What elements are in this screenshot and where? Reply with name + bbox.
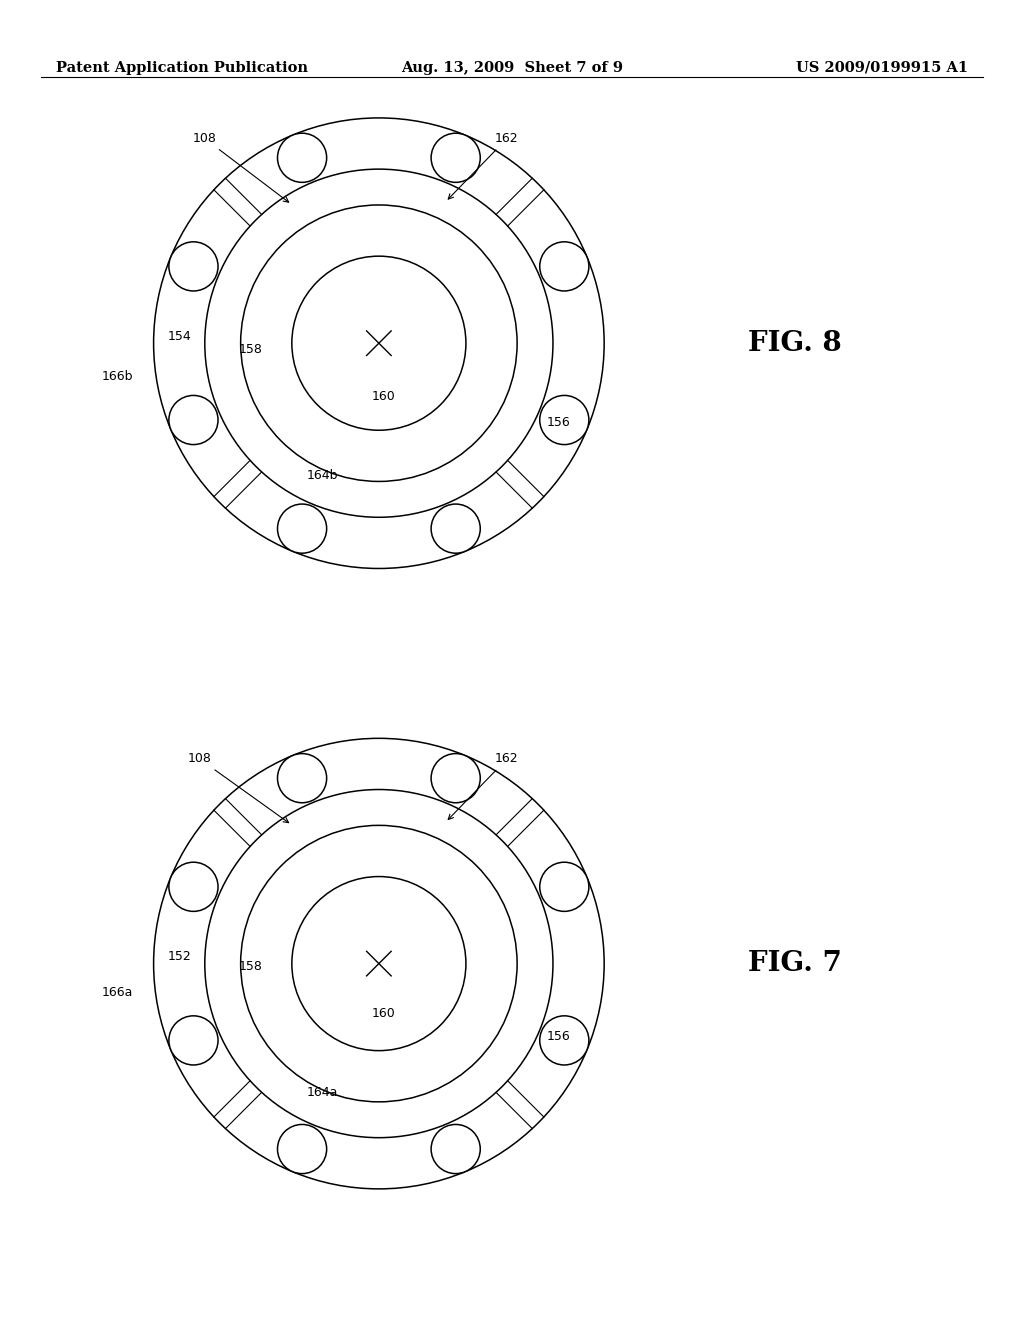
Text: 160: 160 xyxy=(372,389,396,403)
Text: 152: 152 xyxy=(167,950,191,964)
Ellipse shape xyxy=(431,1125,480,1173)
Text: 108: 108 xyxy=(193,132,289,202)
Text: 166b: 166b xyxy=(102,370,133,383)
Text: Patent Application Publication: Patent Application Publication xyxy=(56,61,308,75)
Ellipse shape xyxy=(540,396,589,445)
Text: US 2009/0199915 A1: US 2009/0199915 A1 xyxy=(796,61,968,75)
Ellipse shape xyxy=(540,1016,589,1065)
Text: 162: 162 xyxy=(449,752,519,820)
Ellipse shape xyxy=(169,1016,218,1065)
Ellipse shape xyxy=(278,504,327,553)
Text: FIG. 8: FIG. 8 xyxy=(748,330,842,356)
Ellipse shape xyxy=(540,862,589,911)
Ellipse shape xyxy=(278,754,327,803)
Text: 164a: 164a xyxy=(307,1086,338,1100)
Ellipse shape xyxy=(278,1125,327,1173)
Ellipse shape xyxy=(169,242,218,290)
Ellipse shape xyxy=(431,754,480,803)
Text: FIG. 7: FIG. 7 xyxy=(748,950,842,977)
Text: 154: 154 xyxy=(167,330,191,343)
Text: 166a: 166a xyxy=(102,986,133,999)
Text: 158: 158 xyxy=(239,960,263,973)
Text: 156: 156 xyxy=(546,1030,570,1043)
Text: 164b: 164b xyxy=(307,469,338,482)
Text: 160: 160 xyxy=(372,1007,396,1020)
Text: 156: 156 xyxy=(546,416,570,429)
Ellipse shape xyxy=(169,862,218,911)
Ellipse shape xyxy=(169,396,218,445)
Ellipse shape xyxy=(540,242,589,290)
Ellipse shape xyxy=(431,504,480,553)
Text: 162: 162 xyxy=(449,132,519,199)
Ellipse shape xyxy=(278,133,327,182)
Text: 158: 158 xyxy=(239,343,263,356)
Text: Aug. 13, 2009  Sheet 7 of 9: Aug. 13, 2009 Sheet 7 of 9 xyxy=(401,61,623,75)
Ellipse shape xyxy=(431,133,480,182)
Text: 108: 108 xyxy=(187,752,289,822)
